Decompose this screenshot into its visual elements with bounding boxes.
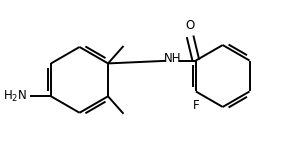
Text: O: O [185,19,195,33]
Text: NH: NH [164,52,181,65]
Text: F: F [193,99,199,112]
Text: H$_2$N: H$_2$N [3,89,27,104]
